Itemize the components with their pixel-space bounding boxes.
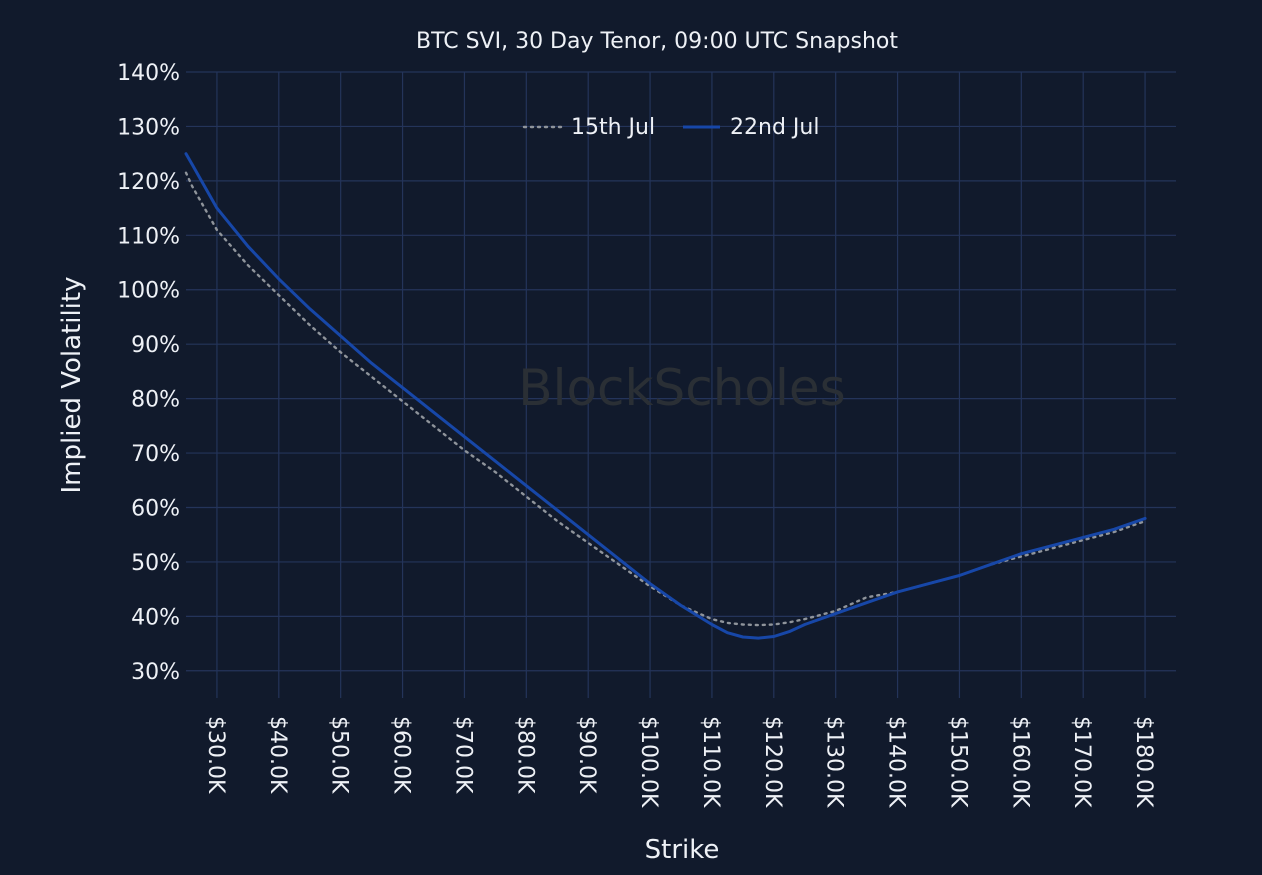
legend: 15th Jul 22nd Jul bbox=[522, 115, 819, 140]
y-tick-label: 130% bbox=[117, 115, 180, 140]
x-tick-label: $170.0K bbox=[1069, 716, 1094, 808]
y-tick-label: 70% bbox=[131, 442, 180, 467]
y-tick-label: 80% bbox=[131, 388, 180, 413]
x-tick-label: $100.0K bbox=[636, 716, 661, 808]
x-tick-label: $130.0K bbox=[822, 716, 847, 808]
x-tick-label: $60.0K bbox=[389, 716, 414, 794]
x-tick-label: $40.0K bbox=[265, 716, 290, 794]
x-tick-label: $50.0K bbox=[327, 716, 352, 794]
x-tick-label: $30.0K bbox=[203, 716, 228, 794]
y-tick-label: 90% bbox=[131, 333, 180, 358]
y-axis: 30% 40% 50% 60% 70% 80% 90% 100% 110% 120% 130% 140… bbox=[117, 61, 180, 685]
watermark: BlockScholes bbox=[518, 359, 845, 417]
x-tick-label: $140.0K bbox=[884, 716, 909, 808]
series-layer bbox=[184, 152, 1147, 640]
y-tick-label: 60% bbox=[131, 496, 180, 521]
legend-label-22nd-jul: 22nd Jul bbox=[730, 115, 819, 140]
y-tick-label: 40% bbox=[131, 605, 180, 630]
y-axis-title: Implied Volatility bbox=[57, 277, 87, 494]
x-tick-label: $180.0K bbox=[1131, 716, 1156, 808]
legend-label-15th-jul: 15th Jul bbox=[571, 115, 655, 140]
series-line-22nd-jul bbox=[184, 152, 1147, 640]
y-tick-label: 100% bbox=[117, 279, 180, 304]
y-tick-label: 30% bbox=[131, 660, 180, 685]
x-tick-label: $120.0K bbox=[760, 716, 785, 808]
x-tick-label: $110.0K bbox=[698, 716, 723, 808]
y-tick-label: 140% bbox=[117, 61, 180, 86]
x-axis: $30.0K $40.0K $50.0K $60.0K $70.0K $80.0K $90.… bbox=[203, 716, 1156, 808]
x-tick-label: $160.0K bbox=[1007, 716, 1032, 808]
x-tick-label: $150.0K bbox=[945, 716, 970, 808]
y-tick-label: 120% bbox=[117, 170, 180, 195]
grid bbox=[186, 71, 1176, 698]
x-tick-label: $80.0K bbox=[512, 716, 537, 794]
y-tick-label: 50% bbox=[131, 551, 180, 576]
y-tick-label: 110% bbox=[117, 224, 180, 249]
x-tick-label: $90.0K bbox=[574, 716, 599, 794]
x-tick-label: $70.0K bbox=[450, 716, 475, 794]
chart-title: BTC SVI, 30 Day Tenor, 09:00 UTC Snapsho… bbox=[416, 29, 898, 54]
x-axis-title: Strike bbox=[645, 835, 720, 865]
